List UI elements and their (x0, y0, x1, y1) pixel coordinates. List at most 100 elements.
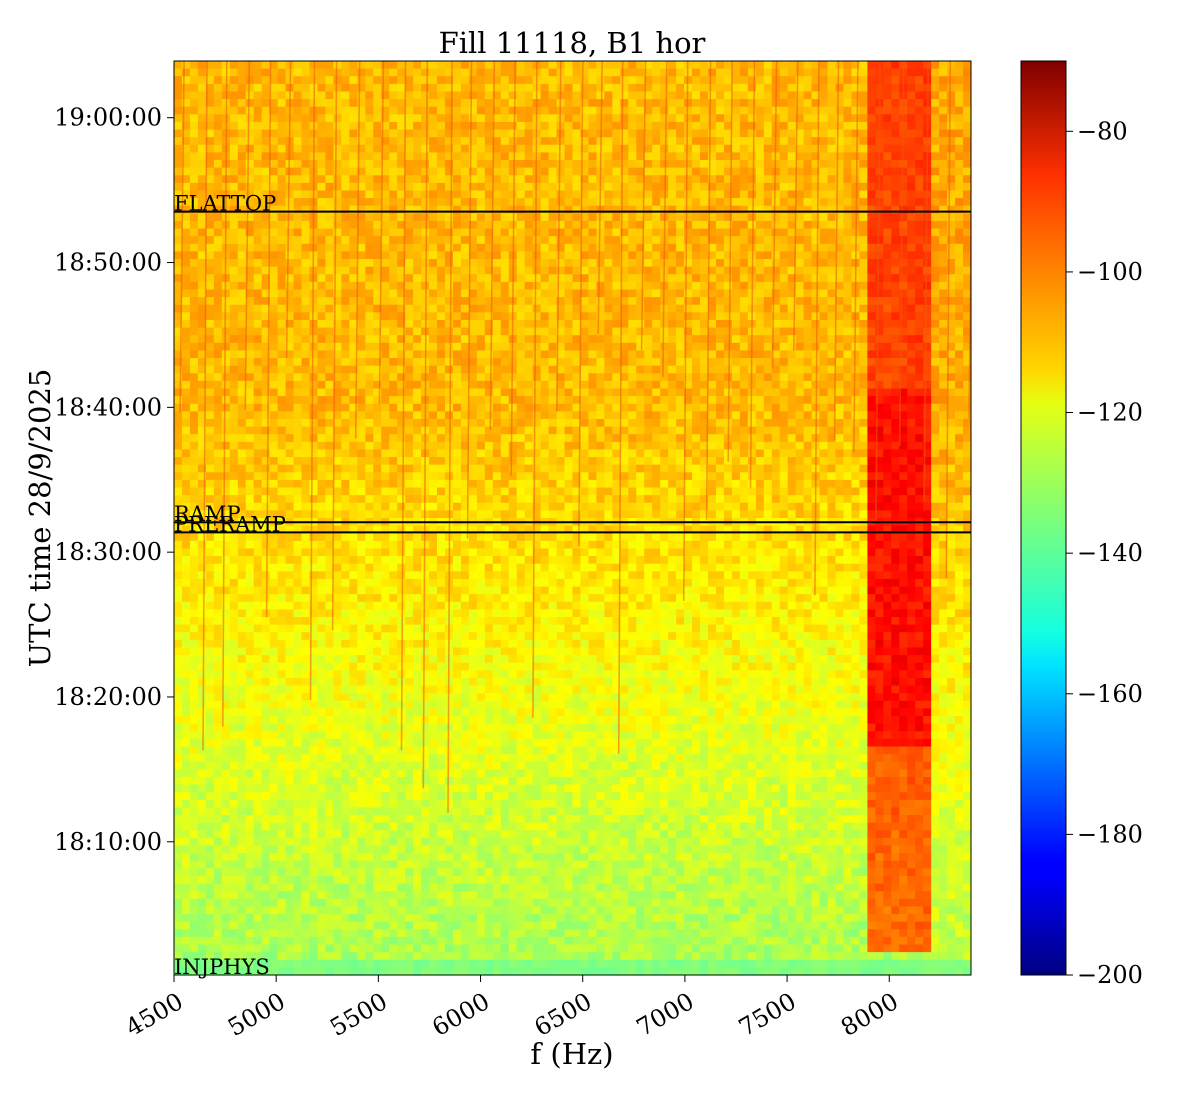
heatmap-cell (907, 175, 916, 184)
heatmap-cell (317, 76, 327, 85)
heatmap-cell (899, 190, 908, 199)
heatmap-cell (189, 182, 199, 192)
heatmap-cell (484, 304, 494, 313)
heatmap-cell (532, 190, 542, 199)
heatmap-cell (452, 121, 462, 131)
heatmap-cell (859, 99, 868, 108)
heatmap-cell (596, 281, 605, 291)
heatmap-cell (660, 335, 669, 344)
heatmap-cell (787, 76, 797, 85)
heatmap-cell (955, 137, 964, 146)
heatmap-cell (771, 236, 781, 245)
heatmap-cell (851, 99, 861, 108)
heatmap-cell (508, 373, 518, 382)
heatmap-cell (460, 388, 470, 397)
heatmap-cell (715, 144, 725, 153)
heatmap-cell (341, 342, 350, 352)
heatmap-cell (365, 289, 374, 298)
heatmap-cell (365, 365, 374, 374)
heatmap-cell (779, 388, 789, 397)
heatmap-cell (795, 175, 805, 184)
heatmap-cell (373, 365, 382, 374)
heatmap-cell (213, 304, 223, 313)
heatmap-cell (508, 396, 518, 405)
heatmap-cell (261, 114, 271, 123)
heatmap-cell (341, 83, 350, 93)
heatmap-cell (381, 335, 390, 344)
heatmap-cell (715, 388, 725, 397)
heatmap-cell (253, 129, 263, 138)
heatmap-cell (620, 304, 629, 313)
heatmap-cell (692, 274, 701, 283)
heatmap-cell (293, 266, 303, 275)
heatmap-cell (779, 274, 789, 283)
heatmap-cell (827, 243, 837, 253)
heatmap-cell (755, 259, 765, 268)
heatmap-cell (883, 91, 892, 100)
heatmap-cell (763, 243, 773, 253)
heatmap-cell (907, 137, 916, 146)
heatmap-cell (405, 213, 414, 222)
heatmap-cell (325, 373, 334, 382)
heatmap-cell (835, 403, 845, 412)
heatmap-cell (524, 129, 534, 138)
heatmap-cell (707, 76, 717, 85)
heatmap-cell (500, 335, 510, 344)
heatmap-cell (707, 114, 717, 123)
heatmap-cell (357, 411, 366, 420)
heatmap-cell (341, 319, 350, 329)
heatmap-cell (915, 76, 924, 85)
heatmap-cell (421, 91, 430, 100)
heatmap-cell (476, 182, 486, 192)
heatmap-cell (636, 91, 645, 100)
heatmap-cell (620, 373, 629, 382)
heatmap-cell (883, 152, 892, 161)
heatmap-cell (700, 144, 709, 153)
heatmap-cell (644, 106, 653, 115)
heatmap-cell (540, 99, 550, 108)
heatmap-cell (644, 403, 653, 412)
heatmap-cell (787, 236, 797, 245)
heatmap-cell (923, 388, 932, 397)
heatmap-cell (700, 190, 709, 199)
heatmap-cell (843, 213, 853, 222)
heatmap-cell (763, 350, 773, 359)
heatmap-cell (963, 91, 971, 100)
heatmap-cell (851, 152, 861, 161)
heatmap-cell (580, 281, 590, 291)
heatmap-cell (819, 190, 829, 199)
heatmap-cell (596, 243, 605, 253)
heatmap-cell (381, 396, 390, 405)
heatmap-cell (357, 152, 366, 161)
heatmap-cell (588, 144, 598, 153)
heatmap-cell (612, 388, 621, 397)
heatmap-cell (580, 274, 590, 283)
heatmap-cell (205, 403, 215, 412)
heatmap-cell (389, 61, 398, 70)
heatmap-cell (891, 160, 900, 169)
heatmap-cell (333, 380, 342, 390)
heatmap-cell (524, 228, 534, 237)
heatmap-cell (795, 342, 805, 352)
heatmap-cell (333, 434, 342, 443)
heatmap-cell (715, 418, 725, 428)
heatmap-cell (301, 106, 311, 115)
heatmap-cell (779, 182, 789, 192)
heatmap-cell (715, 266, 725, 275)
heatmap-cell (532, 259, 542, 268)
heatmap-cell (867, 304, 876, 313)
heatmap-cell (668, 114, 677, 123)
heatmap-cell (604, 106, 613, 115)
heatmap-cell (939, 403, 948, 412)
heatmap-cell (700, 274, 709, 283)
heatmap-cell (293, 144, 303, 153)
heatmap-cell (365, 251, 374, 260)
heatmap-cell (596, 358, 605, 367)
heatmap-cell (397, 418, 406, 428)
heatmap-cell (827, 403, 837, 412)
heatmap-cell (747, 129, 757, 138)
heatmap-cell (524, 319, 534, 329)
heatmap-cell (875, 259, 884, 268)
heatmap-cell (492, 114, 502, 123)
heatmap-cell (261, 91, 271, 100)
